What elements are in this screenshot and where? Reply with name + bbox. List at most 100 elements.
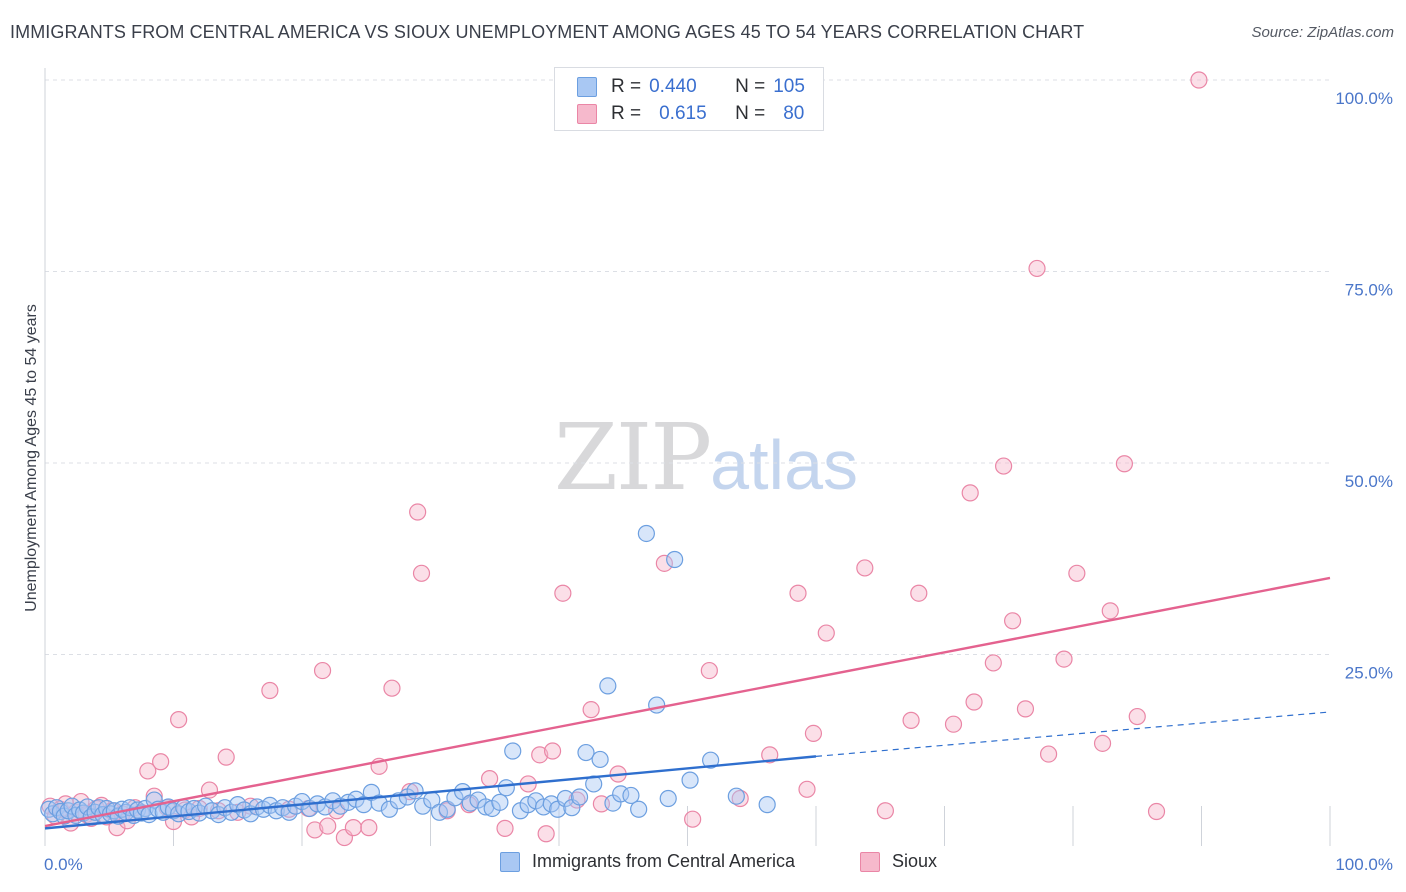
central-america-point: [659, 789, 677, 808]
sioux-point: [481, 769, 499, 788]
sioux-point: [412, 564, 431, 582]
sioux-point: [1115, 455, 1134, 473]
sioux-point: [965, 693, 983, 711]
sioux-point: [383, 679, 401, 697]
sioux-point: [798, 780, 816, 798]
sioux-point: [684, 810, 702, 828]
sioux-point: [876, 802, 894, 820]
sioux-trendline: [44, 576, 1331, 828]
bottom-swatch-pink: [860, 851, 880, 872]
sioux-point: [856, 559, 874, 577]
central-america-point: [637, 524, 655, 543]
sioux-point: [700, 661, 718, 680]
central-america-point: [414, 797, 432, 815]
central-america-point: [406, 782, 424, 800]
central-america-point: [491, 793, 509, 811]
sioux-point: [910, 584, 928, 602]
sioux-point: [1147, 802, 1166, 821]
sioux-point: [817, 624, 835, 642]
central-america-point: [280, 803, 298, 821]
sioux-point: [1128, 707, 1146, 726]
legend-swatch-pink: [577, 104, 597, 124]
y-axis-label: Unemployment Among Ages 45 to 54 years: [23, 304, 40, 612]
x-tick-label: 100.0%: [1335, 855, 1393, 874]
central-america-point: [758, 796, 776, 814]
sioux-point: [139, 762, 157, 780]
bottom-legend-sioux: Sioux: [860, 851, 937, 872]
central-america-point: [622, 786, 640, 805]
central-america-point: [666, 550, 684, 569]
sioux-point: [655, 554, 673, 572]
sioux-point: [789, 584, 807, 602]
sioux-point: [1055, 650, 1073, 668]
sioux-point: [217, 748, 235, 766]
sioux-point: [261, 681, 279, 700]
y-tick-label: 75.0%: [1345, 281, 1393, 300]
sioux-point: [1068, 564, 1086, 582]
legend-r-value: 0.440: [649, 76, 697, 97]
watermark-atlas: atlas: [710, 426, 859, 504]
sioux-point: [360, 819, 378, 837]
central-america-point: [370, 794, 388, 812]
legend-r-label: R =: [611, 103, 642, 124]
sioux-point: [1039, 745, 1058, 763]
x-tick-label: 0.0%: [44, 855, 83, 874]
central-america-point: [591, 750, 609, 769]
sioux-point: [995, 457, 1013, 475]
sioux-point: [944, 715, 963, 733]
central-america-point: [599, 677, 617, 695]
sioux-point: [582, 701, 600, 719]
watermark: ZIPatlas: [554, 404, 858, 511]
y-tick-label: 100.0%: [1335, 89, 1393, 108]
sioux-point: [344, 819, 362, 837]
sioux-point: [152, 753, 170, 771]
sioux-point: [1093, 734, 1112, 752]
bottom-swatch-blue: [500, 851, 520, 872]
sioux-point: [496, 819, 514, 837]
sioux-point: [804, 724, 823, 742]
sioux-point: [537, 825, 555, 843]
sioux-point: [984, 654, 1002, 672]
sioux-point: [761, 746, 779, 764]
sioux-point: [543, 742, 562, 760]
central-america-trendline: [44, 755, 817, 830]
legend-row-central-america: R = 0.440 N = 105: [577, 74, 805, 100]
sioux-point: [554, 584, 572, 602]
watermark-zip: ZIP: [554, 404, 712, 511]
grid-layer: [45, 79, 1330, 655]
central-america-point: [648, 696, 666, 714]
bottom-legend-label: Immigrants from Central America: [532, 851, 796, 871]
legend-n-label: N =: [735, 76, 766, 97]
points-layer: [40, 71, 1208, 847]
central-america-point: [209, 805, 228, 824]
central-america-point: [727, 787, 745, 805]
sioux-point: [306, 821, 324, 839]
central-america-point: [570, 788, 589, 806]
sioux-point: [409, 503, 427, 521]
sioux-point: [531, 746, 549, 764]
legend-n-value: 105: [773, 76, 805, 97]
chart-title: IMMIGRANTS FROM CENTRAL AMERICA VS SIOUX…: [10, 22, 1085, 42]
source-label: Source: ZipAtlas.com: [1251, 24, 1394, 41]
legend-n-label: N =: [735, 103, 766, 124]
sioux-point: [1101, 602, 1119, 620]
legend-r-value: 0.615: [659, 103, 707, 124]
y-tick-label: 25.0%: [1345, 664, 1393, 683]
sioux-point: [1028, 259, 1046, 278]
sioux-point: [313, 661, 332, 680]
central-america-point: [577, 743, 595, 762]
central-america-point: [681, 771, 699, 789]
sioux-point: [319, 817, 337, 835]
sioux-point: [961, 484, 979, 502]
central-america-trendline-extension: [815, 711, 1331, 757]
central-america-point: [497, 779, 515, 797]
sioux-point: [1190, 71, 1208, 89]
legend-n-value: 80: [783, 103, 805, 124]
y-tick-label: 50.0%: [1345, 472, 1393, 491]
bottom-legend-central-america: Immigrants from Central America: [500, 851, 795, 872]
legend-r-label: R =: [611, 76, 642, 97]
trend-layer: [44, 576, 1331, 830]
central-america-point: [702, 751, 720, 769]
central-america-point: [630, 800, 648, 818]
